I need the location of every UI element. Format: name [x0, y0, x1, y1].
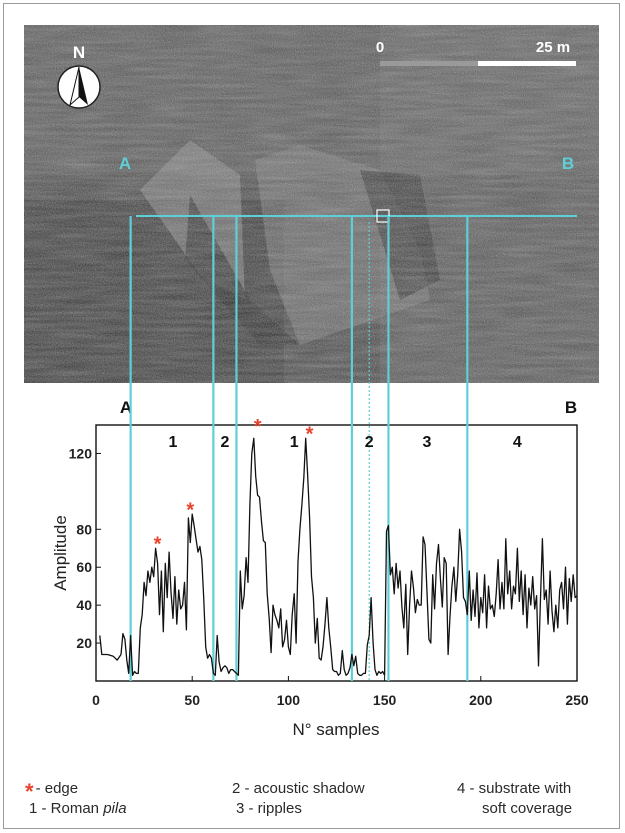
amplitude-trace: [99, 437, 577, 676]
legend-ripples: 3 - ripples: [236, 800, 302, 817]
y-tick-label: 20: [76, 635, 92, 651]
edge-marker-star: *: [154, 533, 162, 555]
sonar-label-a: A: [119, 154, 131, 173]
figure-frame: [3, 3, 620, 829]
x-tick-label: 150: [373, 692, 397, 708]
legend-roman-text: 1 - Roman: [29, 800, 104, 817]
legend-roman-pila: 1 - Roman pila: [29, 800, 127, 817]
sonar-image: [24, 25, 599, 383]
edge-marker-star: *: [254, 416, 262, 438]
profile-label-a: A: [120, 398, 132, 417]
legend-pila-italic: pila: [103, 800, 127, 817]
x-tick-label: 50: [184, 692, 200, 708]
scale-bar: 0 25 m: [376, 39, 576, 66]
y-tick-label: 40: [76, 597, 92, 613]
y-axis-label: Amplitude: [51, 515, 70, 591]
edge-star-icon: *: [25, 779, 34, 804]
amplitude-series-line: [99, 437, 577, 676]
sonar-label-b: B: [562, 154, 574, 173]
legend-substrate-line2: soft coverage: [482, 800, 573, 817]
x-tick-label: 100: [277, 692, 301, 708]
segment-label: 3: [422, 434, 431, 451]
segment-label: 2: [365, 434, 374, 451]
edge-marker-star: *: [306, 423, 314, 445]
segment-label: 1: [290, 434, 299, 451]
scale-start-label: 0: [376, 39, 384, 56]
segment-label: 2: [220, 434, 229, 451]
x-tick-label: 250: [565, 692, 589, 708]
legend-edge-text: - edge: [35, 780, 79, 797]
plot-frame: [95, 424, 578, 682]
segment-label: 4: [513, 434, 522, 451]
y-tick-label: 60: [76, 559, 92, 575]
north-label: N: [73, 43, 85, 62]
x-tick-label: 0: [92, 692, 100, 708]
x-axis-label: N° samples: [292, 720, 379, 739]
segment-labels: 1 2 1 2 3 4: [169, 434, 522, 451]
segment-label: 1: [169, 434, 178, 451]
x-tick-label: 200: [469, 692, 493, 708]
axis-ticks: 0 50 100 150 200 250 20 40 60 80 120: [69, 445, 589, 708]
edge-markers: * * * *: [154, 416, 314, 556]
legend-edge: * - edge: [25, 779, 78, 805]
edge-marker-star: *: [186, 499, 194, 521]
segment-boundaries: [129, 216, 469, 681]
y-tick-label: 80: [76, 521, 92, 537]
legend-substrate-line1: 4 - substrate with: [457, 780, 572, 797]
profile-label-b: B: [565, 398, 577, 417]
scale-end-label: 25 m: [536, 39, 570, 56]
north-arrow-icon: N: [57, 43, 101, 109]
y-tick-label: 120: [69, 445, 93, 461]
legend-acoustic-shadow: 2 - acoustic shadow: [232, 780, 365, 797]
